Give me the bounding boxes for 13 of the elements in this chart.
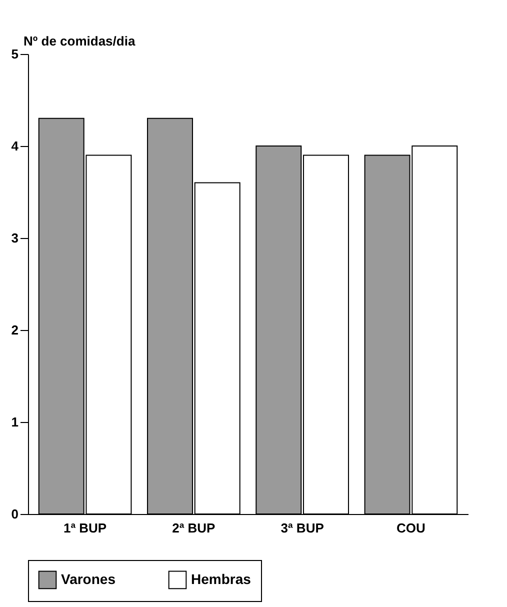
x-tick-label: 3ª BUP: [280, 520, 324, 536]
x-tick-label: 1ª BUP: [63, 520, 107, 536]
y-tick-label: 4: [11, 138, 20, 154]
x-tick-label: COU: [396, 520, 426, 536]
y-tick-label: 0: [11, 506, 18, 522]
y-tick-label: 3: [11, 230, 18, 246]
y-tick-label: 1: [11, 414, 18, 430]
legend-label: Varones: [61, 570, 116, 587]
y-axis-title: Nº de comidas/dia: [24, 34, 136, 48]
y-tick-label: 5: [11, 46, 18, 62]
y-tick-label: 2: [11, 322, 18, 338]
legend-label: Hembras: [191, 570, 252, 587]
x-tick-label: 2ª BUP: [172, 520, 216, 536]
